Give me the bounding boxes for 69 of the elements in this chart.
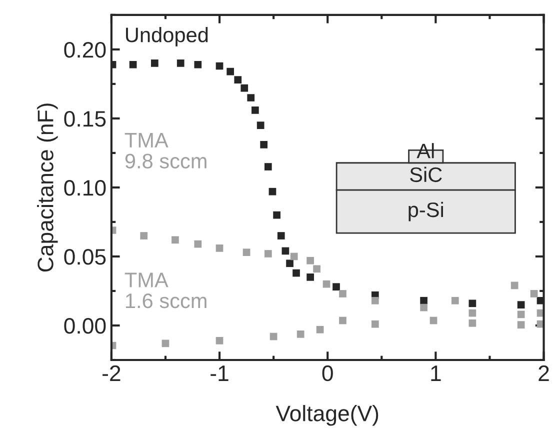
point	[176, 60, 184, 67]
point	[247, 94, 255, 102]
point	[468, 319, 476, 327]
point	[371, 296, 379, 304]
point	[517, 310, 525, 318]
x-axis-title: Voltage(V)	[276, 405, 378, 426]
y-tick-label: 0.20	[64, 42, 106, 58]
point	[510, 282, 518, 290]
y-tick-label: 0.10	[64, 180, 106, 196]
point	[264, 250, 272, 258]
point	[194, 240, 202, 248]
point	[270, 332, 278, 340]
annotation: p-Si	[408, 202, 443, 222]
y-tick-label: 0.00	[64, 318, 106, 334]
point	[286, 260, 294, 268]
y-tick-label: 0.05	[64, 249, 106, 265]
point	[339, 290, 346, 298]
point	[420, 304, 428, 312]
point	[151, 60, 158, 67]
y-axis-title: Capacitance (nF)	[37, 104, 58, 272]
point	[371, 320, 379, 328]
point	[430, 316, 438, 324]
point	[316, 326, 324, 334]
point	[277, 232, 285, 240]
point	[216, 62, 224, 70]
series-label: TMA 1.6 sccm	[124, 272, 206, 308]
point	[273, 211, 280, 219]
x-tick-label: 1	[431, 366, 441, 381]
point	[268, 188, 276, 196]
point	[451, 296, 459, 304]
point	[292, 269, 300, 277]
point	[339, 316, 346, 324]
point	[129, 60, 137, 68]
point	[216, 244, 224, 252]
point	[282, 247, 290, 255]
point	[296, 330, 304, 338]
point	[256, 122, 264, 130]
point	[322, 280, 330, 288]
point	[517, 321, 525, 328]
point	[468, 300, 476, 308]
point	[306, 273, 314, 281]
point	[468, 309, 476, 317]
x-tick-label: 2	[538, 365, 549, 381]
point	[306, 256, 314, 264]
point	[530, 290, 538, 298]
x-tick-label: -2	[102, 365, 120, 381]
point	[140, 232, 148, 240]
point	[240, 84, 248, 92]
annotation: SiC	[410, 166, 442, 182]
point	[226, 68, 234, 76]
y-tick-label: 0.15	[64, 110, 106, 127]
point	[172, 236, 179, 244]
text: TMA 9.8 sccm	[124, 133, 206, 168]
point	[420, 296, 428, 304]
point	[252, 106, 259, 114]
point	[264, 163, 272, 170]
point	[313, 265, 320, 273]
x-tick-label: -1	[210, 366, 228, 381]
point	[194, 60, 202, 68]
point	[260, 140, 268, 148]
x-tick-label: 0	[322, 365, 333, 382]
point	[216, 336, 224, 344]
point	[290, 252, 298, 260]
point	[517, 301, 525, 308]
legend-label: Undoped	[126, 27, 208, 46]
point	[242, 248, 250, 256]
point	[162, 340, 170, 348]
point	[234, 76, 242, 84]
point	[332, 283, 340, 291]
